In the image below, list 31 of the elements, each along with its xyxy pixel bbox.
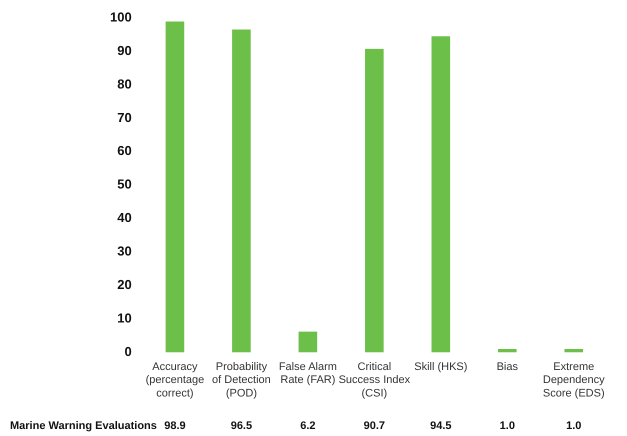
- x-tick-label: Critical Success Index (CSI): [338, 361, 411, 400]
- text: Marine Warning Evaluations: [10, 420, 157, 432]
- bar: [298, 332, 318, 352]
- data-label: 98.9: [164, 420, 186, 432]
- y-tick-label: 30: [117, 244, 132, 259]
- y-tick-label: 0: [124, 344, 132, 359]
- data-label: 1.0: [500, 420, 515, 432]
- x-tick-label: Skill (HKS): [414, 361, 468, 374]
- x-tick-label: Bias: [496, 361, 518, 374]
- data-label: 94.5: [430, 420, 452, 432]
- y-tick-label: 20: [117, 277, 132, 292]
- bar: [166, 21, 184, 352]
- y-tick-label: 40: [117, 210, 132, 226]
- bar: [232, 30, 251, 352]
- y-tick-label: 50: [117, 176, 132, 192]
- x-tick-label: Accuracy (percentage correct): [146, 361, 204, 400]
- x-tick-label: Probability of Detection (POD): [212, 361, 271, 400]
- data-label: 96.5: [230, 420, 252, 432]
- y-tick-label: 70: [117, 110, 132, 125]
- y-tick-label: 80: [117, 76, 132, 92]
- y-tick-label: 100: [110, 9, 132, 24]
- data-label: 6.2: [300, 420, 316, 432]
- y-tick-label: 10: [117, 310, 132, 326]
- x-tick-label: Extreme Dependency Score (EDS): [542, 361, 606, 400]
- bar: [365, 48, 384, 352]
- data-label: 1.0: [566, 420, 582, 432]
- data-label: 90.7: [364, 420, 386, 432]
- y-tick-label: 60: [117, 143, 132, 158]
- y-tick-label: 90: [117, 42, 132, 58]
- bar: [432, 36, 450, 352]
- x-tick-label: False Alarm Rate (FAR): [278, 361, 337, 386]
